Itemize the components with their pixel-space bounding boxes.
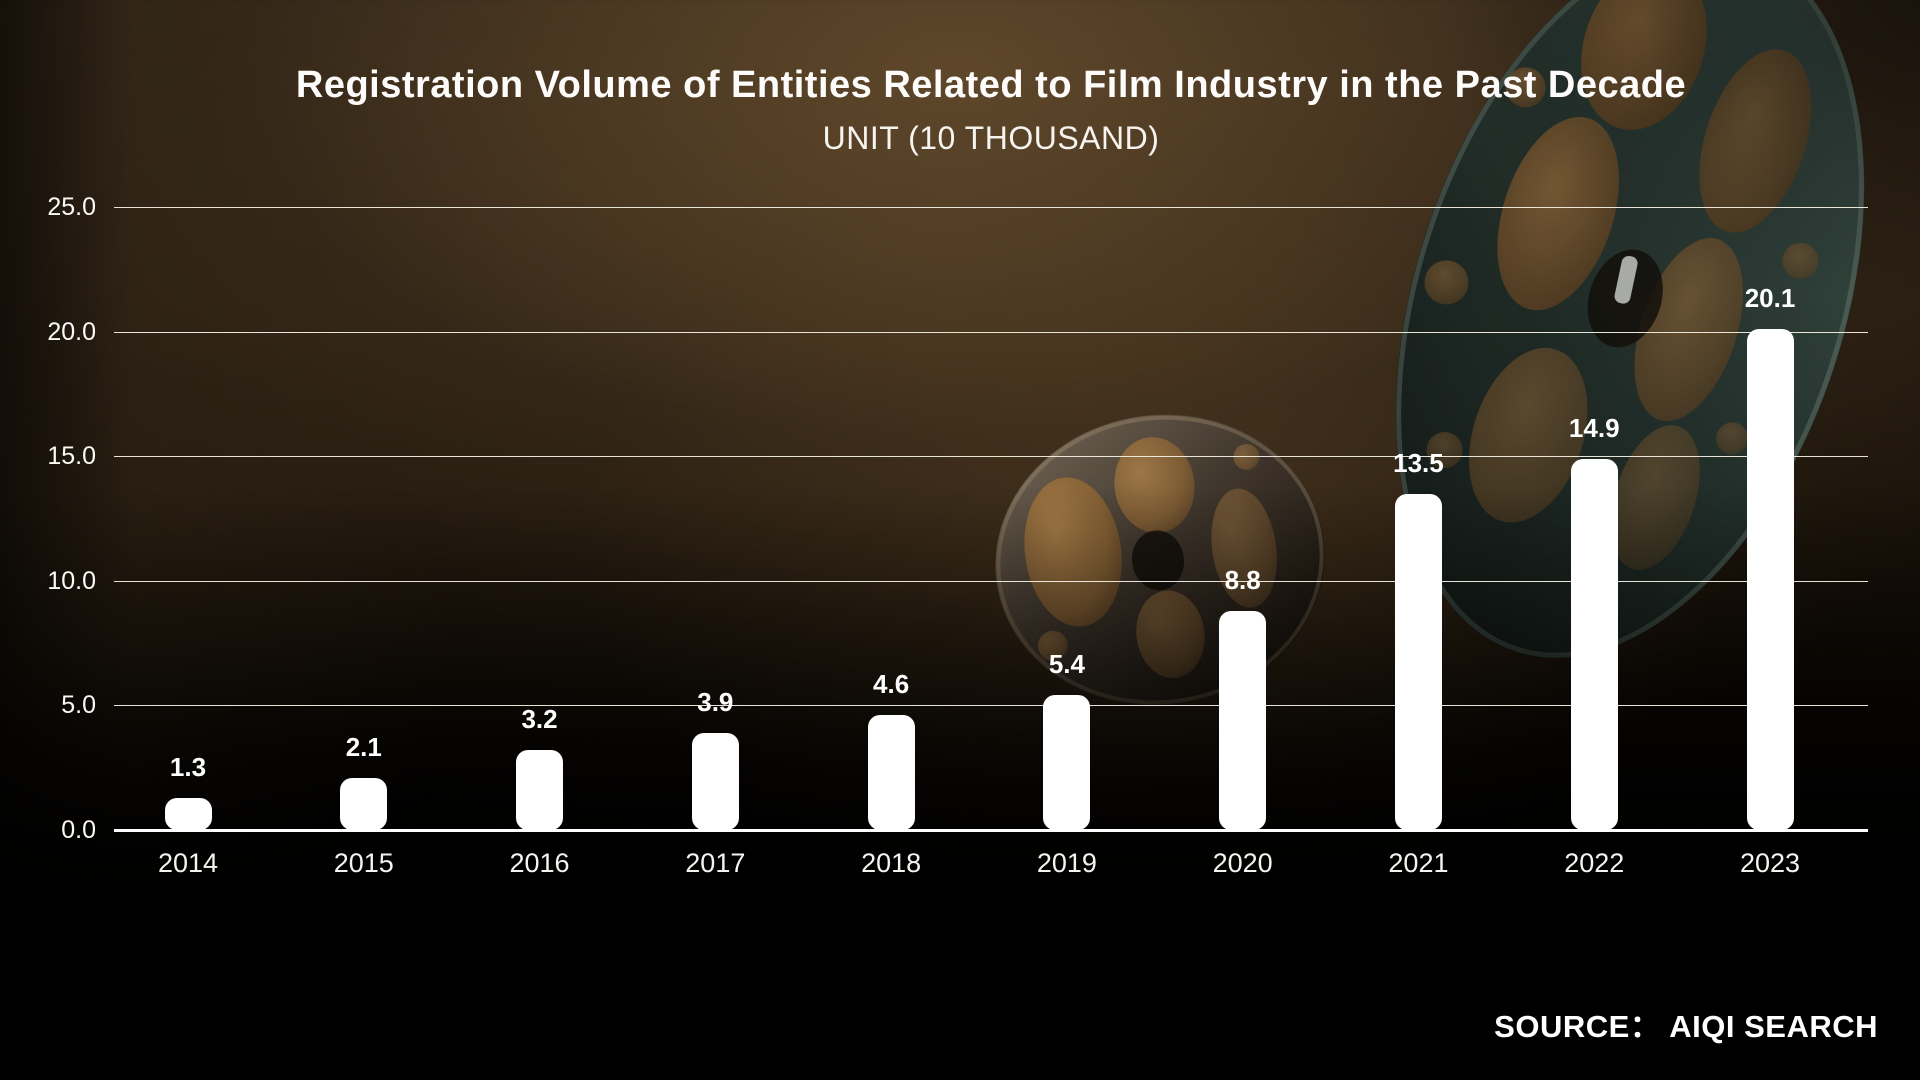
bar-2014 bbox=[164, 797, 212, 830]
x-axis-label-2014: 2014 bbox=[157, 848, 219, 878]
bar-2019 bbox=[1043, 695, 1091, 830]
x-axis-label-2016: 2016 bbox=[509, 848, 570, 878]
x-axis-label-2019: 2019 bbox=[1036, 848, 1097, 878]
bar-2023 bbox=[1746, 329, 1794, 830]
bar-2018 bbox=[867, 715, 915, 830]
value-label-2022: 14.9 bbox=[1568, 412, 1620, 443]
value-label-2023: 20.1 bbox=[1744, 283, 1796, 314]
y-axis-tick-label: 25.0 bbox=[47, 193, 96, 221]
y-axis-tick-label: 15.0 bbox=[47, 442, 96, 471]
value-label-2018: 4.6 bbox=[873, 669, 910, 700]
value-label-2016: 3.2 bbox=[521, 704, 558, 735]
bar-2016 bbox=[516, 750, 564, 830]
x-axis-label-2023: 2023 bbox=[1739, 848, 1801, 878]
y-axis-tick-label: 5.0 bbox=[61, 691, 96, 720]
value-label-2020: 8.8 bbox=[1224, 564, 1261, 595]
bar-2017 bbox=[691, 732, 739, 830]
value-label-2019: 5.4 bbox=[1048, 649, 1085, 680]
bar-2021 bbox=[1394, 493, 1442, 830]
chart-title: Registration Volume of Entities Related … bbox=[295, 64, 1687, 106]
value-label-2015: 2.1 bbox=[345, 731, 382, 762]
value-label-2021: 13.5 bbox=[1393, 447, 1444, 478]
source-label: SOURCE： AIQI SEARCH bbox=[1494, 1009, 1878, 1044]
chart-subtitle: UNIT (10 THOUSAND) bbox=[822, 120, 1160, 156]
gridline-15.0 bbox=[114, 456, 1868, 458]
x-axis-label-2022: 2022 bbox=[1564, 848, 1625, 878]
x-axis-label-2017: 2017 bbox=[685, 848, 746, 878]
y-axis-tick-label: 20.0 bbox=[47, 317, 96, 346]
y-axis-tick-label: 0.0 bbox=[61, 816, 96, 844]
bar-2015 bbox=[340, 777, 388, 830]
x-axis-label-2021: 2021 bbox=[1388, 848, 1449, 878]
bar-2022 bbox=[1570, 458, 1618, 830]
x-axis-label-2020: 2020 bbox=[1212, 848, 1273, 878]
x-axis-label-2018: 2018 bbox=[861, 848, 922, 878]
gridline-25.0 bbox=[114, 207, 1868, 208]
y-axis-tick-label: 10.0 bbox=[47, 566, 96, 595]
x-axis-label-2015: 2015 bbox=[333, 848, 394, 878]
bar-2020 bbox=[1219, 610, 1267, 830]
gridline-20.0 bbox=[114, 331, 1868, 333]
value-label-2014: 1.3 bbox=[169, 751, 207, 782]
value-label-2017: 3.9 bbox=[697, 686, 734, 717]
